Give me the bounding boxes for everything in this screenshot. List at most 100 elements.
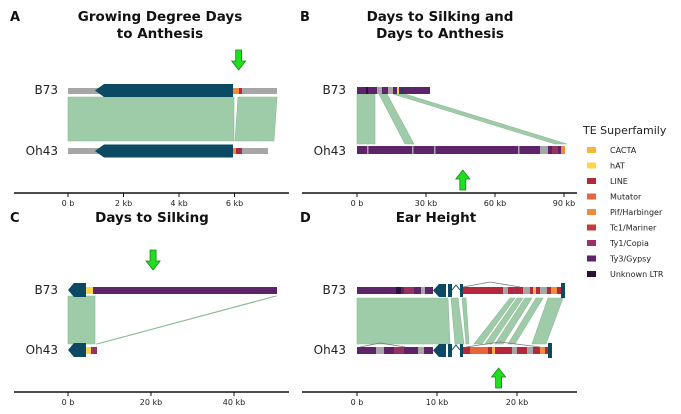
synteny-block bbox=[494, 297, 533, 345]
te-insertion bbox=[470, 347, 488, 354]
legend-swatch bbox=[587, 271, 596, 277]
genome-label-oh43: Oh43 bbox=[26, 144, 58, 158]
te-insertion bbox=[397, 87, 399, 94]
synteny-block bbox=[450, 297, 465, 345]
gene-model bbox=[460, 284, 463, 297]
gene-model bbox=[460, 344, 463, 357]
tick-label: 10 kb bbox=[426, 398, 448, 407]
panel-label-a: A bbox=[10, 10, 20, 25]
locus-arrow-c bbox=[145, 249, 161, 271]
gene-model bbox=[561, 283, 565, 298]
te-insertion bbox=[404, 287, 414, 294]
panel-title-a-line2: to Anthesis bbox=[117, 26, 203, 42]
te-insertion bbox=[233, 88, 239, 94]
legend-items: CACTA hAT LINE Mutator Pif/Harbinger Tc1/Mari… bbox=[587, 146, 664, 279]
tick-label: 2 kb bbox=[115, 199, 132, 208]
flank-region bbox=[242, 148, 268, 154]
genome-label-oh43: Oh43 bbox=[26, 343, 58, 357]
synteny-block bbox=[392, 93, 568, 145]
synteny-block bbox=[531, 297, 564, 345]
te-insertion bbox=[86, 347, 91, 354]
panel-label-c: C bbox=[10, 211, 20, 226]
legend-title: TE Superfamily bbox=[582, 124, 667, 137]
x-axis-c: 0 b 20 kb 40 kb bbox=[14, 391, 289, 407]
flank-region bbox=[242, 88, 277, 94]
te-insertion bbox=[552, 146, 558, 154]
te-insertion bbox=[518, 146, 520, 154]
legend-item-label: LINE bbox=[610, 177, 628, 186]
tick-label: 20 kb bbox=[140, 398, 162, 407]
te-insertion bbox=[513, 287, 516, 294]
panel-d: D Ear Height B73 Oh43 bbox=[300, 210, 577, 407]
te-insertion bbox=[86, 287, 93, 294]
arrow-icon bbox=[490, 367, 507, 389]
synteny-block bbox=[473, 297, 516, 345]
locus-arrow-a bbox=[230, 49, 247, 71]
te-insertion bbox=[396, 287, 401, 294]
te-insertion bbox=[421, 287, 425, 294]
te-insertion bbox=[412, 146, 414, 154]
te-insertion bbox=[540, 347, 545, 354]
te-track bbox=[357, 146, 565, 154]
legend-swatch bbox=[587, 209, 596, 215]
arrow-icon bbox=[454, 169, 471, 191]
te-insertion bbox=[492, 347, 495, 354]
locus-arrow-b bbox=[454, 169, 471, 191]
legend-swatch bbox=[587, 240, 596, 246]
te-insertion bbox=[523, 287, 530, 294]
tick-label: 0 b bbox=[351, 398, 364, 407]
gene-model bbox=[448, 284, 452, 297]
panel-title-d: Ear Height bbox=[396, 210, 477, 226]
legend-item-label: Pif/Harbinger bbox=[610, 208, 663, 217]
te-insertion bbox=[418, 347, 424, 354]
legend-item-label: Ty1/Copia bbox=[609, 239, 649, 248]
gene-model bbox=[95, 84, 233, 97]
arrow-icon bbox=[230, 49, 247, 71]
te-insertion bbox=[540, 146, 548, 154]
te-insertion bbox=[367, 146, 369, 154]
legend-item-label: Tc1/Mariner bbox=[609, 224, 657, 233]
te-insertion bbox=[551, 287, 557, 294]
tick-label: 30 kb bbox=[415, 199, 437, 208]
tick-label: 60 kb bbox=[484, 199, 506, 208]
synteny-block bbox=[234, 96, 278, 142]
tick-label: 40 kb bbox=[223, 398, 245, 407]
tick-label: 90 kb bbox=[553, 199, 575, 208]
panel-b: B Days to Silking and Days to Anthesis B… bbox=[300, 9, 577, 208]
genome-label-b73: B73 bbox=[322, 83, 346, 97]
te-insertion bbox=[233, 148, 236, 154]
te-track bbox=[463, 347, 549, 354]
te-insertion bbox=[239, 148, 242, 154]
panel-c: C Days to Silking B73 Oh43 0 b 20 kb 40 kb bbox=[10, 210, 289, 407]
x-axis-a: 0 b 2 kb 4 kb 6 kb bbox=[14, 192, 289, 208]
synteny-block bbox=[461, 297, 470, 345]
synteny-block bbox=[484, 297, 524, 345]
tick-label: 4 kb bbox=[170, 199, 187, 208]
legend-swatch bbox=[587, 193, 596, 200]
gene-model bbox=[433, 284, 446, 297]
te-insertion bbox=[527, 347, 533, 354]
te-insertion bbox=[512, 347, 517, 354]
gene-model bbox=[68, 343, 86, 357]
gene-model bbox=[95, 144, 233, 158]
synteny-block bbox=[378, 93, 415, 145]
x-axis-b: 0 b 30 kb 60 kb 90 kb bbox=[302, 192, 577, 208]
legend-swatch bbox=[587, 224, 596, 231]
panel-title-c: Days to Silking bbox=[95, 210, 209, 226]
intron-line bbox=[451, 344, 461, 351]
synteny-block bbox=[356, 297, 451, 345]
panel-label-d: D bbox=[300, 211, 311, 226]
te-insertion bbox=[366, 87, 368, 94]
te-insertion bbox=[540, 287, 547, 294]
panel-title-b-line1: Days to Silking and bbox=[367, 9, 514, 25]
genome-label-b73: B73 bbox=[34, 283, 58, 297]
panel-title-a-line1: Growing Degree Days bbox=[78, 9, 243, 25]
synteny-block bbox=[356, 93, 376, 145]
gene-model bbox=[433, 344, 446, 357]
te-track bbox=[357, 287, 433, 294]
legend-swatch bbox=[587, 147, 596, 153]
legend-item-label: CACTA bbox=[610, 146, 637, 155]
legend-swatch bbox=[587, 162, 596, 169]
te-insertion bbox=[377, 87, 382, 94]
